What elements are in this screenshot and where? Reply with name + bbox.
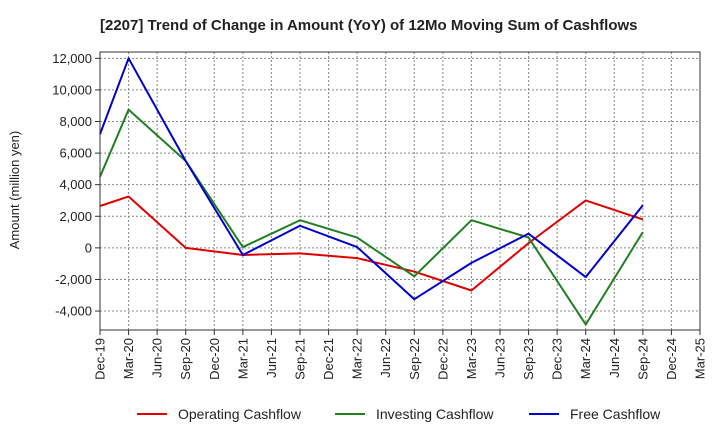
x-tick-label: Sep-22: [407, 338, 422, 380]
x-tick-label: Mar-24: [578, 338, 593, 379]
legend-label: Free Cashflow: [570, 406, 661, 422]
series-line-operating-cashflow: [99, 195, 644, 292]
series-line-investing-cashflow: [99, 108, 644, 326]
x-tick-label: Sep-24: [635, 338, 650, 380]
y-tick-label: 6,000: [59, 146, 92, 161]
y-tick-label: 2,000: [59, 209, 92, 224]
x-tick-label: Jun-23: [493, 338, 508, 378]
plot-frame: [99, 51, 701, 331]
y-axis-label: Amount (million yen): [7, 131, 22, 250]
x-tick-label: Sep-20: [178, 338, 193, 380]
y-tick-label: 12,000: [52, 51, 92, 66]
x-tick-label: Jun-24: [607, 338, 622, 378]
chart-title: [2207] Trend of Change in Amount (YoY) o…: [100, 17, 638, 34]
y-tick-label: -2,000: [55, 272, 92, 287]
legend-label: Operating Cashflow: [178, 406, 302, 422]
legend-label: Investing Cashflow: [376, 406, 494, 422]
x-tick-label: Jun-20: [150, 338, 165, 378]
x-tick-label: Mar-20: [121, 338, 136, 379]
x-tick-label: Mar-25: [693, 338, 708, 379]
x-tick-label: Mar-21: [235, 338, 250, 379]
y-tick-label: 4,000: [59, 177, 92, 192]
x-tick-label: Jun-21: [264, 338, 279, 378]
y-tick-label: 8,000: [59, 114, 92, 129]
x-tick-label: Sep-23: [521, 338, 536, 380]
x-tick-label: Dec-22: [435, 338, 450, 380]
x-tick-label: Dec-24: [664, 338, 679, 380]
y-tick-label: 0: [85, 240, 92, 255]
x-tick-label: Dec-19: [93, 338, 108, 380]
y-tick-label: 10,000: [52, 82, 92, 97]
x-tick-label: Jun-22: [378, 338, 393, 378]
x-axis-ticks: Dec-19 Mar-20 Jun-20 Sep-20 Dec-20 Mar-21 Jun-…: [93, 330, 708, 380]
series-lines: [99, 57, 644, 326]
y-tick-label: -4,000: [55, 304, 92, 319]
grid-lines: [100, 52, 700, 330]
legend: Operating Cashflow Investing Cashflow Free…: [137, 406, 661, 422]
x-tick-label: Dec-20: [207, 338, 222, 380]
y-axis-ticks: 12,000 10,000 8,000 6,000 4,000 2,000 0 -2,000 -…: [52, 51, 100, 319]
series-line-free-cashflow: [99, 57, 644, 301]
x-tick-label: Dec-23: [550, 338, 565, 380]
x-tick-label: Sep-21: [293, 338, 308, 380]
x-tick-label: Mar-23: [464, 338, 479, 379]
x-tick-label: Mar-22: [350, 338, 365, 379]
x-tick-label: Dec-21: [321, 338, 336, 380]
